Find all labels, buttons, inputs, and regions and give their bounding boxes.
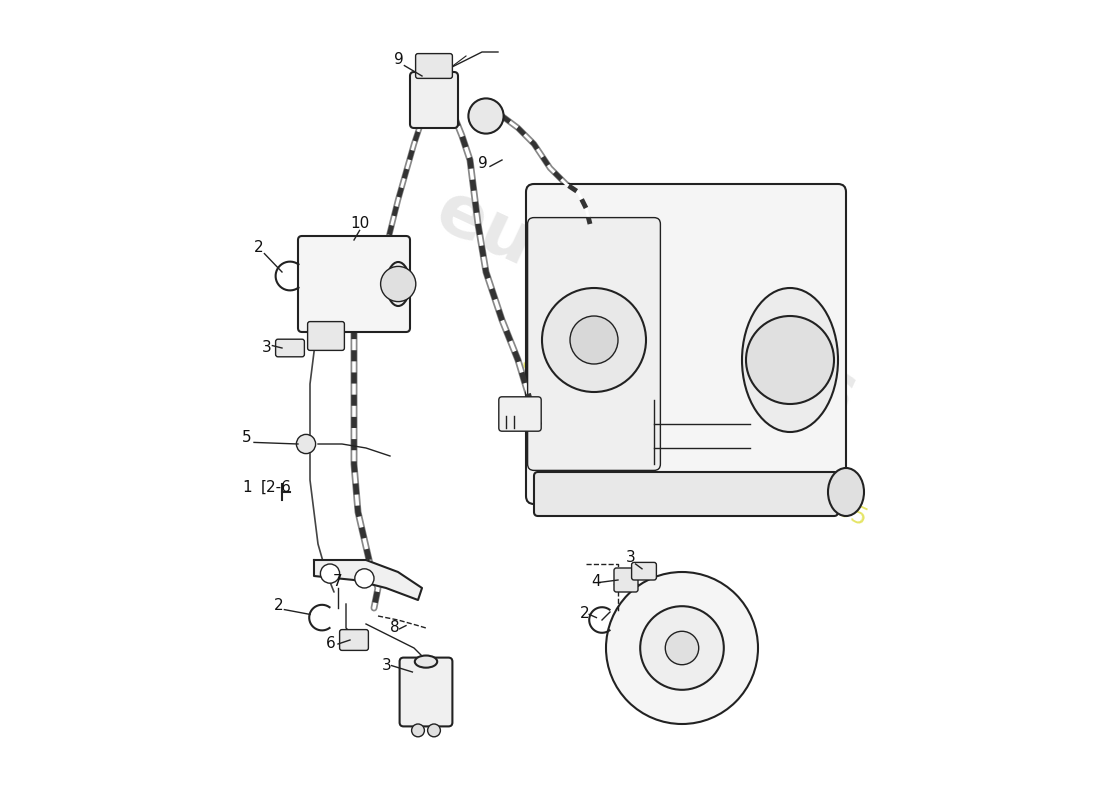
FancyBboxPatch shape xyxy=(276,339,305,357)
Text: 8: 8 xyxy=(390,620,399,635)
Ellipse shape xyxy=(415,655,437,668)
Text: 10: 10 xyxy=(350,216,370,231)
Circle shape xyxy=(355,569,374,588)
Text: 1: 1 xyxy=(242,480,252,495)
Text: 7: 7 xyxy=(332,574,342,589)
Text: 6: 6 xyxy=(326,636,336,651)
Circle shape xyxy=(666,631,698,665)
Ellipse shape xyxy=(742,288,838,432)
FancyBboxPatch shape xyxy=(526,184,846,504)
Circle shape xyxy=(570,316,618,364)
Text: 5: 5 xyxy=(242,430,252,446)
Ellipse shape xyxy=(828,468,864,516)
FancyBboxPatch shape xyxy=(614,568,638,592)
FancyBboxPatch shape xyxy=(298,236,410,332)
Ellipse shape xyxy=(386,262,410,306)
Text: eurospares: eurospares xyxy=(425,176,868,432)
Circle shape xyxy=(469,98,504,134)
Circle shape xyxy=(381,266,416,302)
Text: 2: 2 xyxy=(580,606,590,621)
Circle shape xyxy=(746,316,834,404)
Text: 3: 3 xyxy=(262,340,272,355)
FancyBboxPatch shape xyxy=(534,472,838,516)
FancyBboxPatch shape xyxy=(498,397,541,431)
Circle shape xyxy=(428,724,440,737)
Text: 2: 2 xyxy=(254,240,264,255)
FancyBboxPatch shape xyxy=(410,72,458,128)
Text: 3: 3 xyxy=(626,550,636,565)
Text: 9: 9 xyxy=(478,156,487,171)
Text: 3: 3 xyxy=(382,658,392,674)
Circle shape xyxy=(606,572,758,724)
FancyBboxPatch shape xyxy=(399,658,452,726)
FancyBboxPatch shape xyxy=(340,630,368,650)
Circle shape xyxy=(411,724,425,737)
Circle shape xyxy=(320,564,340,583)
Circle shape xyxy=(640,606,724,690)
Text: 4: 4 xyxy=(592,574,602,589)
Circle shape xyxy=(296,434,316,454)
FancyBboxPatch shape xyxy=(631,562,657,580)
Text: 2: 2 xyxy=(274,598,284,613)
Polygon shape xyxy=(314,560,422,600)
Text: a passion for parts since 1985: a passion for parts since 1985 xyxy=(517,349,870,531)
FancyBboxPatch shape xyxy=(308,322,344,350)
Text: 9: 9 xyxy=(394,52,404,67)
Circle shape xyxy=(542,288,646,392)
FancyBboxPatch shape xyxy=(528,218,660,470)
Text: [2-6: [2-6 xyxy=(261,480,292,495)
FancyBboxPatch shape xyxy=(416,54,452,78)
